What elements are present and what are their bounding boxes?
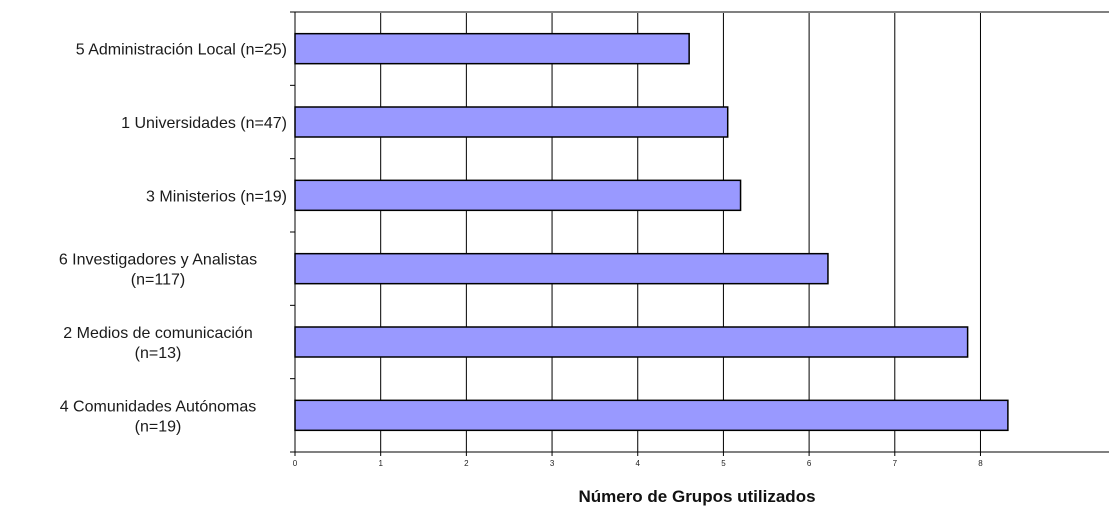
category-labels: 5 Administración Local (n=25) 1 Universid… (59, 42, 287, 436)
x-tick-labels: 0 1 2 3 4 5 6 7 8 (293, 459, 983, 468)
category-label: 6 Investigadores y Analistas (n=117) (59, 252, 257, 289)
bar (294, 179, 742, 212)
category-label-line: 5 Administración Local (n=25) (76, 42, 287, 59)
x-axis-label: Número de Grupos utilizados (578, 487, 815, 506)
bar (294, 32, 690, 65)
x-tick-label: 1 (378, 459, 383, 468)
x-tick-label: 2 (464, 459, 469, 468)
category-label-line: 4 Comunidades Autónomas (60, 398, 257, 415)
category-label-line: 1 Universidades (n=47) (121, 115, 287, 132)
bar (294, 252, 829, 285)
x-tick-label: 7 (893, 459, 898, 468)
x-tick-label: 8 (978, 459, 983, 468)
x-tick-label: 6 (807, 459, 812, 468)
grid-lines (380, 12, 981, 452)
axes (290, 11, 1109, 456)
bar (294, 326, 969, 358)
x-tick-label: 0 (293, 459, 298, 468)
category-label-line: 6 Investigadores y Analistas (59, 252, 257, 269)
category-label-line: (n=117) (131, 272, 185, 289)
bar (294, 106, 729, 138)
category-label-line: 3 Ministerios (n=19) (146, 188, 287, 205)
bar (294, 399, 1009, 432)
category-label-line: (n=19) (135, 418, 182, 435)
x-tick-label: 5 (721, 459, 726, 468)
category-label-line: 2 Medios de comunicación (63, 325, 252, 342)
category-label: 4 Comunidades Autónomas (n=19) (60, 398, 257, 435)
x-tick-label: 3 (550, 459, 555, 468)
category-label: 5 Administración Local (n=25) (76, 42, 287, 59)
category-label: 2 Medios de comunicación (n=13) (63, 325, 252, 362)
category-label-line: (n=13) (135, 345, 182, 362)
bars (294, 32, 1009, 432)
category-label: 1 Universidades (n=47) (121, 115, 287, 132)
category-label: 3 Ministerios (n=19) (146, 188, 287, 205)
x-tick-label: 4 (636, 459, 641, 468)
